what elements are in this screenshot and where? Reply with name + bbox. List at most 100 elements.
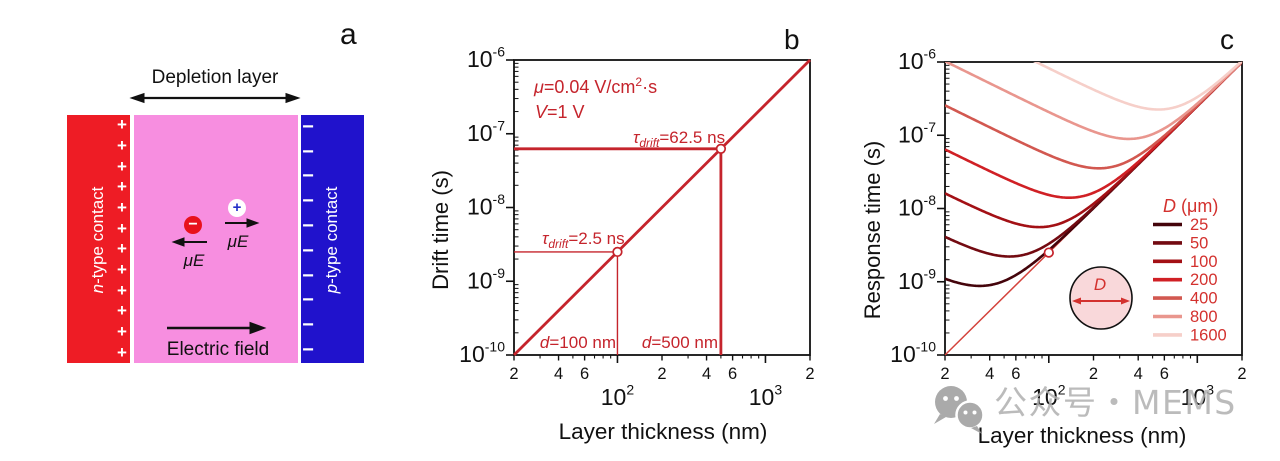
minus-charge: − [302, 264, 314, 287]
log-tick-label: 103 [749, 382, 783, 410]
x-tick-label: 2 [1089, 365, 1098, 383]
annotation-text: τdrift=62.5 ns [633, 128, 725, 150]
depletion-layer-label: Depletion layer [151, 67, 279, 88]
annotation-text: τdrift=2.5 ns [542, 229, 625, 251]
log-tick-label: 10-9 [467, 265, 505, 293]
negative-charges-column: − − − − − − − − − − [299, 115, 317, 363]
x-tick-label: 4 [702, 365, 711, 383]
depletion-arrowhead-left [129, 92, 145, 104]
annotation-text: d=500 nm [642, 333, 718, 352]
plus-charge: + [117, 156, 127, 176]
legend-label-D200: 200 [1190, 271, 1218, 289]
depletion-region-rect [134, 115, 298, 363]
panel-label-a: a [340, 18, 357, 51]
depletion-arrowhead-right [285, 92, 301, 104]
x-tick-label: 2 [657, 365, 666, 383]
annotation-text: μ=0.04 V/cm2·s [533, 75, 657, 97]
legend-label-D25: 25 [1190, 216, 1208, 234]
device-schematic: Depletion layer + + + + + + + + + + + + − − − − − − − − − − … [60, 15, 380, 385]
response-curve-D1600 [1033, 62, 1242, 111]
electron-symbol: − [184, 216, 202, 234]
y-axis-title: Response time (s) [860, 141, 885, 320]
x-axis-title: Layer thickness (nm) [978, 423, 1187, 448]
minus-charge: − [302, 165, 314, 188]
electron-minus-sign: − [188, 216, 198, 233]
plus-charge: + [117, 218, 127, 238]
watermark: 公众号・MEMS [924, 382, 1237, 438]
log-tick-label: 10-9 [898, 265, 936, 293]
diameter-label: D [1094, 275, 1106, 294]
legend-label-D800: 800 [1190, 308, 1218, 326]
minus-charge: − [302, 190, 314, 213]
annotation-text: V=1 V [535, 102, 585, 122]
x-tick-label: 6 [580, 365, 589, 383]
plus-charge: + [117, 259, 127, 279]
legend-label-D400: 400 [1190, 290, 1218, 308]
y-axis-title: Drift time (s) [430, 170, 453, 290]
diameter-arrowhead-right [1121, 297, 1130, 305]
drift-time-lines [513, 59, 811, 356]
minus-charge: − [302, 239, 314, 262]
log-tick-label: 10-7 [898, 119, 936, 147]
plus-charge: + [117, 239, 127, 259]
diameter-arrowhead-left [1072, 297, 1081, 305]
x-tick-label: 4 [554, 365, 563, 383]
plus-charge: + [117, 115, 127, 135]
watermark-text: 公众号・MEMS [994, 383, 1237, 422]
p-contact-rect [301, 115, 364, 363]
data-point-marker [715, 143, 727, 154]
legend-label-D100: 100 [1190, 253, 1218, 271]
minus-charge: − [302, 289, 314, 312]
drift-time-diagonal [513, 59, 811, 356]
positive-charges-column: + + + + + + + + + + + + [113, 115, 131, 363]
electric-field-label: Electric field [166, 339, 270, 360]
hole-symbol: + [228, 199, 246, 217]
plus-charge: + [117, 280, 127, 300]
x-tick-label: 6 [1160, 365, 1169, 383]
x-tick-label: 6 [1011, 365, 1020, 383]
x-tick-label: 6 [728, 365, 737, 383]
log-tick-label: 102 [1032, 382, 1066, 410]
x-tick-label: 2 [940, 365, 949, 383]
data-point-marker [612, 246, 623, 258]
plus-charge: + [117, 301, 127, 321]
log-tick-label: 10-6 [898, 46, 936, 74]
schematic-arrows [129, 92, 301, 335]
log-tick-label: 10-7 [467, 117, 505, 145]
panel-label-b: b [784, 24, 800, 55]
data-point-marker [1043, 247, 1054, 258]
minus-charge: − [302, 339, 314, 362]
plus-charge: + [117, 321, 127, 341]
x-tick-label: 2 [1237, 365, 1246, 383]
legend-label-D50: 50 [1190, 234, 1208, 252]
annotation-text: d=100 nm [540, 333, 616, 352]
n-contact-rect [67, 115, 130, 363]
log-tick-label: 102 [601, 382, 635, 410]
x-tick-label: 2 [805, 365, 814, 383]
membrane-circle [1069, 266, 1133, 330]
plus-charge: + [117, 342, 127, 362]
plus-charge: + [117, 135, 127, 155]
legend-label-D1600: 1600 [1190, 326, 1227, 344]
electron-arrowhead [171, 237, 185, 247]
diameter-inset: D [1069, 266, 1133, 330]
log-tick-label: 10-10 [459, 339, 505, 367]
x-axis-title: Layer thickness (nm) [559, 419, 768, 444]
log-tick-label: 103 [1181, 382, 1215, 410]
plus-charge: + [117, 177, 127, 197]
annotation-text: D (μm) [1163, 196, 1218, 216]
electron-mobility-label: μE [183, 251, 205, 270]
log-tick-label: 10-8 [898, 192, 936, 220]
hole-arrowhead [246, 218, 260, 228]
panel-label-c: c [1220, 24, 1234, 55]
electric-field-arrowhead [249, 321, 267, 335]
log-tick-label: 10-8 [467, 191, 505, 219]
log-tick-label: 10-6 [467, 44, 505, 72]
minus-charge: − [302, 115, 314, 138]
response-curve-D800 [945, 62, 1242, 141]
